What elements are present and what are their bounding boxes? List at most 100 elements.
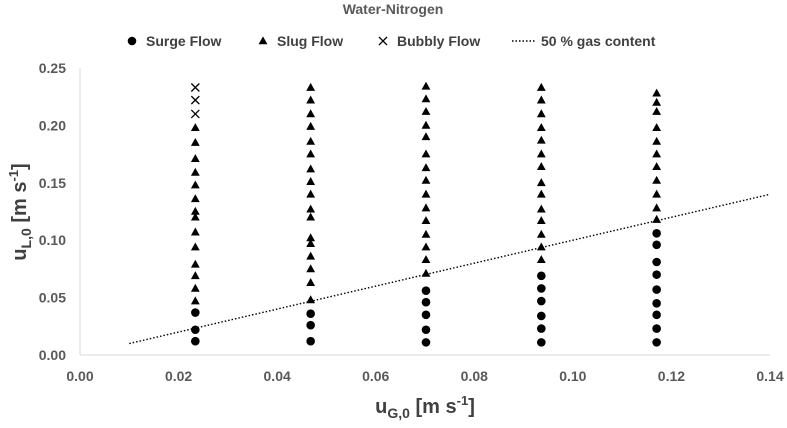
data-point-slug-flow xyxy=(652,136,662,145)
data-point-slug-flow xyxy=(652,162,662,171)
data-point-slug-flow xyxy=(190,123,200,131)
x-tick-label: 0.02 xyxy=(165,368,192,384)
data-point-bubbly-flow xyxy=(190,109,200,119)
data-point-surge-flow xyxy=(306,336,315,346)
data-point-slug-flow xyxy=(536,204,546,213)
data-point-slug-flow xyxy=(190,242,200,251)
data-point-slug-flow xyxy=(536,216,546,224)
data-point-bubbly-flow-stroke-b xyxy=(190,95,200,105)
data-point-slug-flow xyxy=(536,229,546,238)
x-tick-label: 0.08 xyxy=(461,368,488,384)
data-point-slug-flow xyxy=(421,229,431,238)
data-point-slug-flow xyxy=(652,214,662,223)
y-axis-title-unit: [m s xyxy=(9,182,31,229)
data-point-slug-flow xyxy=(536,109,546,118)
data-point-slug-flow xyxy=(421,107,431,115)
legend-marker-circle xyxy=(127,36,137,46)
legend-label: Slug Flow xyxy=(277,33,343,49)
x-tick-label: 0.06 xyxy=(362,368,389,384)
data-point-slug-flow xyxy=(652,203,662,212)
data-point-slug-flow xyxy=(536,95,546,104)
data-point-surge-flow xyxy=(652,285,661,294)
data-marks xyxy=(129,81,771,347)
y-tick-label: 0.15 xyxy=(39,175,66,191)
data-point-slug-flow xyxy=(306,189,316,198)
data-point-slug-flow xyxy=(421,203,431,212)
y-axis-title-sub: L,0 xyxy=(18,228,34,248)
data-point-slug-flow xyxy=(421,81,431,90)
legend-label: Surge Flow xyxy=(146,33,222,49)
data-point-slug-flow xyxy=(190,271,200,280)
axes: 0.00 0.02 0.04 0.06 0.08 0.10 0.12 0.14 0.00 0.05… xyxy=(39,60,784,384)
data-point-slug-flow xyxy=(190,167,200,176)
data-point-slug-flow xyxy=(190,206,200,215)
legend-label: 50 % gas content xyxy=(541,33,656,49)
axis-titles: uG,0 [m s-1]uL,0 [m s-1] xyxy=(6,163,475,421)
data-point-slug-flow xyxy=(306,278,316,286)
data-point-surge-flow xyxy=(652,310,661,320)
data-point-slug-flow xyxy=(190,227,200,236)
data-point-surge-flow xyxy=(191,336,200,346)
data-point-slug-flow xyxy=(421,94,431,103)
data-point-slug-flow xyxy=(190,180,200,189)
legend: Surge Flow Slug Flow Bubbly Flow 50 % gas c… xyxy=(127,33,656,49)
data-point-slug-flow xyxy=(306,264,316,273)
data-point-surge-flow xyxy=(652,240,661,250)
data-point-slug-flow xyxy=(536,149,546,158)
data-point-surge-flow xyxy=(421,310,431,320)
data-point-slug-flow xyxy=(652,97,662,106)
data-point-surge-flow xyxy=(652,324,661,333)
data-point-slug-flow xyxy=(306,204,316,213)
data-point-slug-flow xyxy=(306,239,316,247)
data-point-slug-flow xyxy=(421,149,431,158)
chart-title: Water-Nitrogen xyxy=(343,1,444,17)
data-point-slug-flow xyxy=(421,189,431,198)
y-axis-title: uL,0 [m s-1] xyxy=(6,163,34,260)
data-point-slug-flow xyxy=(306,177,316,185)
x-axis-title-unit: [m s xyxy=(410,396,457,418)
data-point-slug-flow xyxy=(306,109,316,118)
data-point-surge-flow xyxy=(421,286,431,296)
data-point-slug-flow xyxy=(306,233,316,242)
data-point-slug-flow xyxy=(652,107,662,115)
legend-item: Surge Flow xyxy=(127,33,222,49)
data-point-slug-flow xyxy=(306,295,316,304)
y-axis-title-main: u xyxy=(9,248,31,260)
data-point-surge-flow xyxy=(306,309,315,318)
data-point-surge-flow xyxy=(537,296,546,306)
data-point-slug-flow xyxy=(421,242,431,251)
x-axis-title-sup: -1 xyxy=(457,393,469,408)
data-point-slug-flow xyxy=(306,82,316,91)
data-point-slug-flow xyxy=(306,164,316,173)
data-point-slug-flow xyxy=(652,123,662,131)
data-point-slug-flow xyxy=(536,189,546,198)
x-tick-label: 0.14 xyxy=(756,368,783,384)
y-tick-label: 0.00 xyxy=(39,347,66,363)
legend-marker-cross xyxy=(378,36,388,46)
data-point-slug-flow xyxy=(536,82,546,91)
x-tick-label: 0.12 xyxy=(658,368,685,384)
data-point-slug-flow xyxy=(421,132,431,141)
data-point-slug-flow xyxy=(190,259,200,268)
data-point-bubbly-flow xyxy=(190,83,200,92)
y-tick-label: 0.25 xyxy=(39,60,66,76)
data-point-slug-flow xyxy=(306,149,316,158)
data-point-slug-flow xyxy=(536,178,546,187)
data-point-surge-flow xyxy=(652,270,661,279)
data-point-surge-flow xyxy=(421,297,431,307)
data-point-surge-flow xyxy=(421,325,431,335)
data-point-surge-flow xyxy=(537,324,546,333)
data-point-slug-flow xyxy=(421,255,431,264)
data-point-slug-flow xyxy=(652,175,662,184)
data-point-surge-flow xyxy=(537,338,546,347)
data-point-slug-flow xyxy=(536,135,546,144)
data-point-bubbly-flow-stroke-b xyxy=(190,109,200,119)
x-tick-label: 0.04 xyxy=(264,368,291,384)
data-point-surge-flow xyxy=(652,338,661,347)
y-axis-title-sup: -1 xyxy=(6,170,21,182)
data-point-slug-flow xyxy=(536,255,546,264)
x-axis-title-main: u xyxy=(375,396,387,418)
legend-marker-triangle xyxy=(258,36,268,45)
